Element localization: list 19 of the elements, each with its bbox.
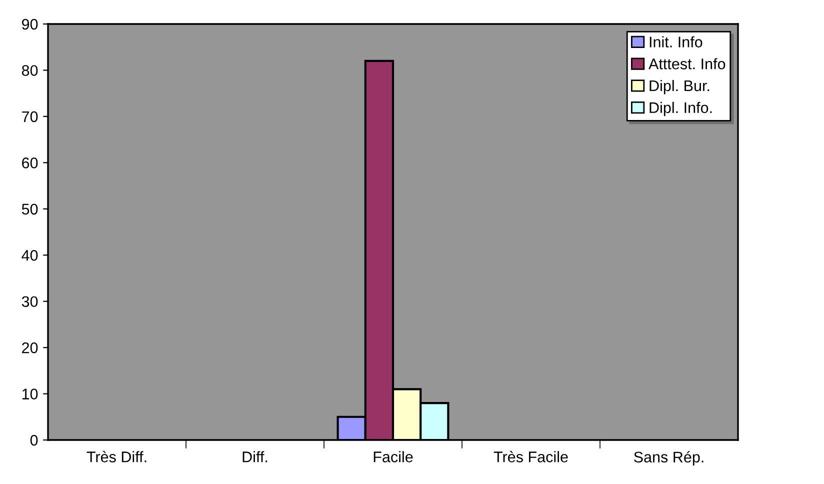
x-tick-label: Très Facile bbox=[494, 450, 568, 462]
legend-label: Atttest. Info bbox=[648, 58, 726, 70]
y-tick-label: 40 bbox=[22, 250, 38, 261]
y-tick-label: 90 bbox=[22, 18, 38, 30]
legend-label: Dipl. Info. bbox=[650, 102, 712, 116]
x-tick-label: Sans Rép. bbox=[634, 451, 704, 466]
legend-label: Dipl. Bur. bbox=[650, 80, 710, 94]
x-tick-label: Diff. bbox=[242, 451, 268, 462]
x-tick-label: Très Diff. bbox=[86, 450, 146, 462]
y-tick-label: 30 bbox=[22, 296, 38, 308]
y-tick-label: 50 bbox=[22, 204, 38, 215]
y-tick-label: 70 bbox=[22, 111, 38, 122]
y-tick-label: 0 bbox=[30, 434, 38, 446]
x-tick-label: Facile bbox=[374, 451, 413, 462]
y-tick-label: 20 bbox=[22, 342, 38, 354]
y-tick-label: 80 bbox=[22, 65, 38, 76]
y-tick-label: 10 bbox=[22, 388, 38, 400]
legend-label: Init. Info bbox=[650, 36, 702, 48]
y-tick-label: 60 bbox=[22, 158, 38, 168]
